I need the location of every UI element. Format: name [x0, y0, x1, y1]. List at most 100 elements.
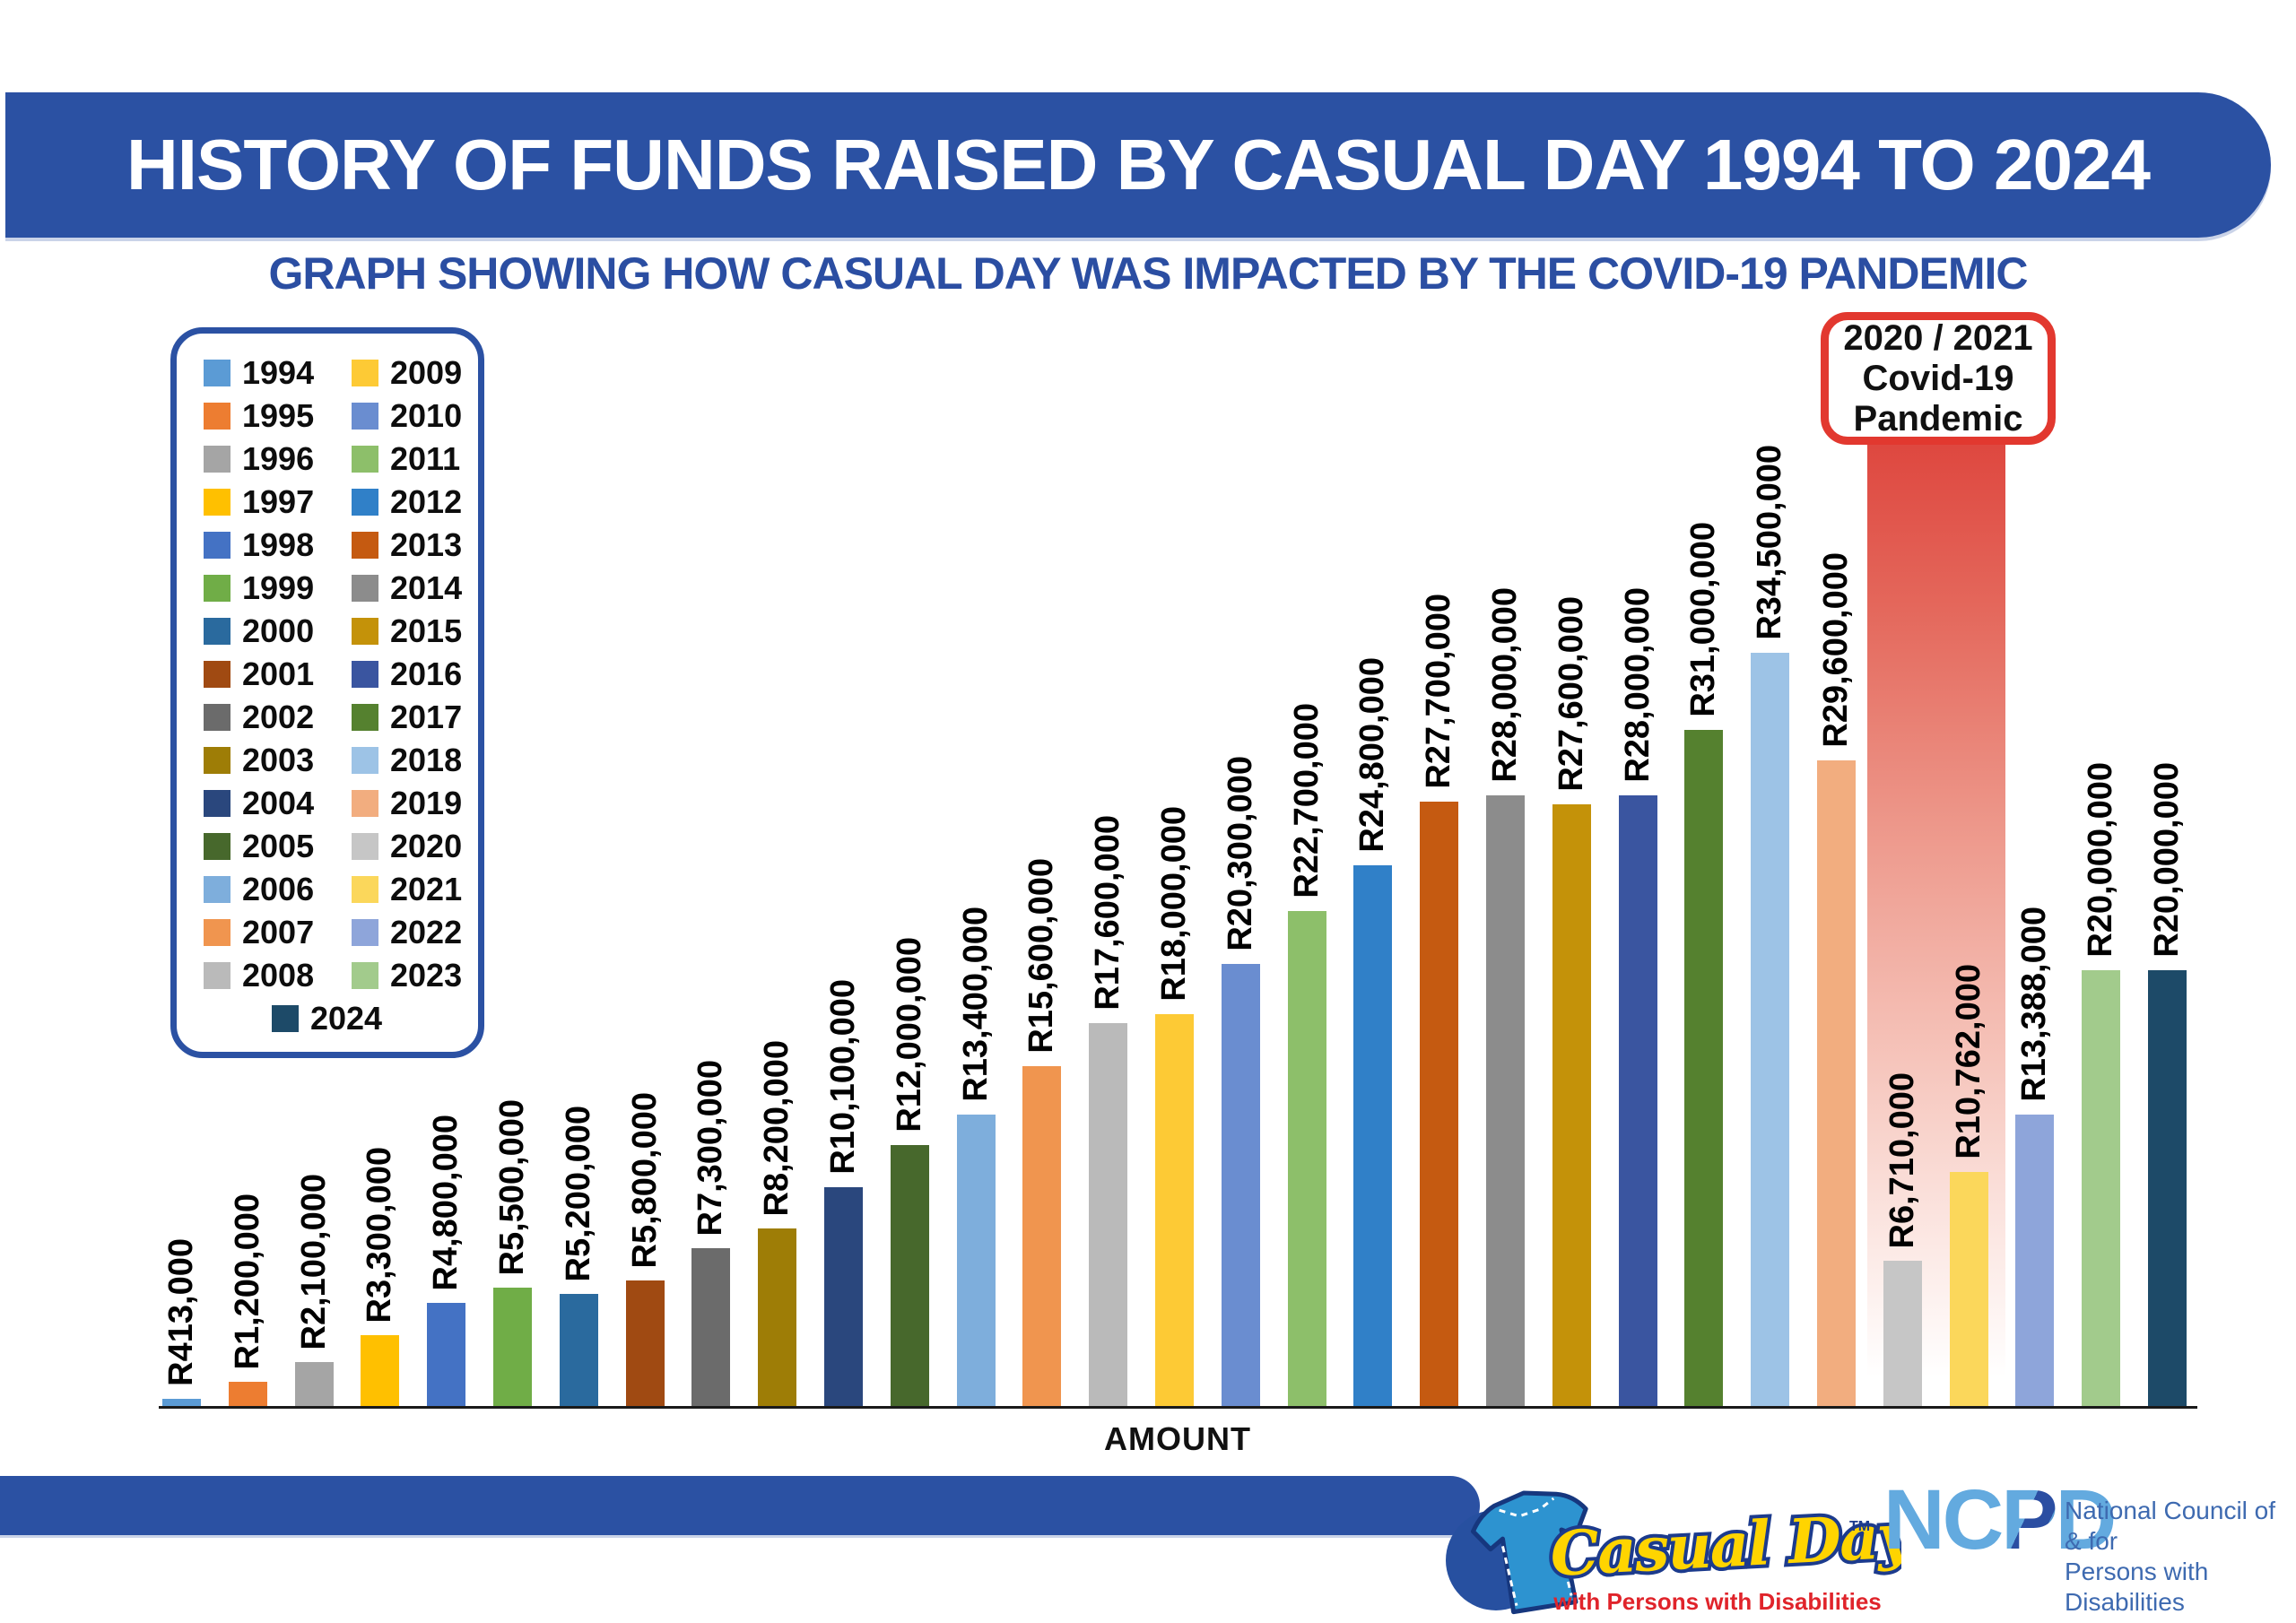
- bar-value-label-1996: R2,100,000: [295, 1173, 333, 1350]
- legend-item-2011: 2011: [352, 438, 486, 481]
- legend-item-2020: 2020: [352, 825, 486, 868]
- bar-value-label-2000: R5,200,000: [560, 1105, 597, 1282]
- bar-value-label-2014: R28,000,000: [1486, 587, 1524, 783]
- legend-item-2014: 2014: [352, 567, 486, 610]
- bar-value-label-2021: R10,762,000: [1950, 964, 1987, 1159]
- footer-blue-band: [0, 1476, 1480, 1535]
- legend-item-1995: 1995: [204, 395, 352, 438]
- bar-value-label-2019: R29,600,000: [1817, 552, 1855, 748]
- bar-value-label-2007: R15,600,000: [1022, 858, 1060, 1054]
- legend-year-2023: 2023: [390, 957, 463, 994]
- legend-item-2006: 2006: [204, 868, 352, 911]
- bar-2001: [626, 1280, 665, 1408]
- legend-item-2004: 2004: [204, 782, 352, 825]
- bar-2016: [1619, 795, 1657, 1408]
- legend-year-2018: 2018: [390, 742, 463, 778]
- legend-item-1994: 1994: [204, 352, 352, 395]
- bar-2010: [1222, 964, 1260, 1408]
- legend-year-2015: 2015: [390, 612, 463, 649]
- legend-swatch-2017: [352, 704, 378, 731]
- bar-value-label-2004: R10,100,000: [824, 979, 862, 1175]
- covid-callout-line3: Pandemic: [1853, 398, 2023, 438]
- legend-item-2023: 2023: [352, 954, 486, 997]
- legend-swatch-1999: [204, 575, 230, 602]
- bar-value-label-2024: R20,000,000: [2148, 762, 2186, 958]
- legend-item-1998: 1998: [204, 524, 352, 567]
- bar-value-label-2008: R17,600,000: [1089, 815, 1126, 1011]
- legend-year-2019: 2019: [390, 785, 463, 821]
- legend-swatch-2019: [352, 790, 378, 817]
- x-axis-line: [159, 1406, 2197, 1409]
- legend-swatch-2011: [352, 446, 378, 473]
- bar-2013: [1420, 802, 1458, 1408]
- legend-item-2002: 2002: [204, 696, 352, 739]
- legend-item-2024: 2024: [271, 997, 382, 1040]
- legend-swatch-2000: [204, 618, 230, 645]
- bar-value-label-1999: R5,500,000: [493, 1098, 531, 1276]
- bar-2017: [1684, 730, 1723, 1408]
- casual-day-wordmark: Casual Day: [1549, 1500, 1901, 1591]
- legend-swatch-2024: [271, 1005, 299, 1032]
- legend-swatch-2020: [352, 833, 378, 860]
- legend-year-1995: 1995: [242, 397, 315, 434]
- bar-2009: [1155, 1014, 1194, 1408]
- bar-2012: [1353, 865, 1392, 1408]
- legend-swatch-2010: [352, 403, 378, 430]
- ncpd-fullname: National Council of & for Persons with D…: [2065, 1496, 2296, 1618]
- legend-item-1996: 1996: [204, 438, 352, 481]
- bar-2023: [2082, 970, 2120, 1408]
- bar-value-label-2015: R27,600,000: [1552, 596, 1590, 792]
- bar-2024: [2148, 970, 2187, 1408]
- title-banner: HISTORY OF FUNDS RAISED BY CASUAL DAY 19…: [5, 92, 2271, 238]
- legend-swatch-2005: [204, 833, 230, 860]
- legend-year-2021: 2021: [390, 871, 463, 907]
- legend-swatch-2004: [204, 790, 230, 817]
- bar-value-label-2020: R6,710,000: [1883, 1072, 1921, 1249]
- legend-item-2022: 2022: [352, 911, 486, 954]
- legend-swatch-2008: [204, 962, 230, 989]
- ncpd-fullname-line1: National Council of & for: [2065, 1497, 2276, 1555]
- legend-swatch-2012: [352, 489, 378, 516]
- bar-value-label-1997: R3,300,000: [361, 1146, 398, 1324]
- bar-2015: [1552, 804, 1591, 1408]
- bar-1995: [229, 1382, 267, 1408]
- legend-year-2009: 2009: [390, 354, 463, 391]
- bar-1994: [162, 1399, 201, 1408]
- legend-year-2013: 2013: [390, 526, 463, 563]
- legend-swatch-2013: [352, 532, 378, 559]
- bar-value-label-2003: R8,200,000: [758, 1039, 796, 1217]
- legend-item-2021: 2021: [352, 868, 486, 911]
- casual-day-trademark: TM: [1849, 1519, 1870, 1534]
- bar-value-label-1995: R1,200,000: [229, 1193, 266, 1370]
- bar-value-label-1994: R413,000: [162, 1238, 200, 1386]
- bar-value-label-2005: R12,000,000: [891, 937, 928, 1133]
- legend-item-1999: 1999: [204, 567, 352, 610]
- bar-value-label-2010: R20,300,000: [1222, 756, 1259, 951]
- bar-value-label-2017: R31,000,000: [1684, 522, 1722, 717]
- legend-item-2000: 2000: [204, 610, 352, 653]
- bar-value-label-2023: R20,000,000: [2082, 762, 2119, 958]
- ncpd-letters-nc: NC: [1883, 1472, 2004, 1567]
- legend-swatch-1994: [204, 360, 230, 386]
- legend-year-1998: 1998: [242, 526, 315, 563]
- legend-year-2011: 2011: [390, 440, 461, 477]
- year-legend: 1994 2009 1995 2010 1996 2011 1997 2012 1998 2013…: [170, 327, 484, 1058]
- bar-value-label-2002: R7,300,000: [691, 1059, 729, 1237]
- bar-2019: [1817, 760, 1856, 1408]
- bar-2021: [1950, 1172, 1988, 1408]
- legend-swatch-2002: [204, 704, 230, 731]
- legend-grid: 1994 2009 1995 2010 1996 2011 1997 2012 1998 2013…: [204, 352, 478, 1040]
- legend-year-2005: 2005: [242, 828, 315, 864]
- legend-item-2012: 2012: [352, 481, 486, 524]
- legend-swatch-2006: [204, 876, 230, 903]
- legend-item-2008: 2008: [204, 954, 352, 997]
- legend-year-2004: 2004: [242, 785, 315, 821]
- legend-swatch-2014: [352, 575, 378, 602]
- legend-year-2001: 2001: [242, 655, 315, 692]
- legend-item-2009: 2009: [352, 352, 486, 395]
- bar-value-label-2013: R27,700,000: [1420, 594, 1457, 789]
- bar-2006: [957, 1115, 996, 1408]
- bar-value-label-2006: R13,400,000: [957, 907, 995, 1102]
- bar-2005: [891, 1145, 929, 1408]
- legend-swatch-2015: [352, 618, 378, 645]
